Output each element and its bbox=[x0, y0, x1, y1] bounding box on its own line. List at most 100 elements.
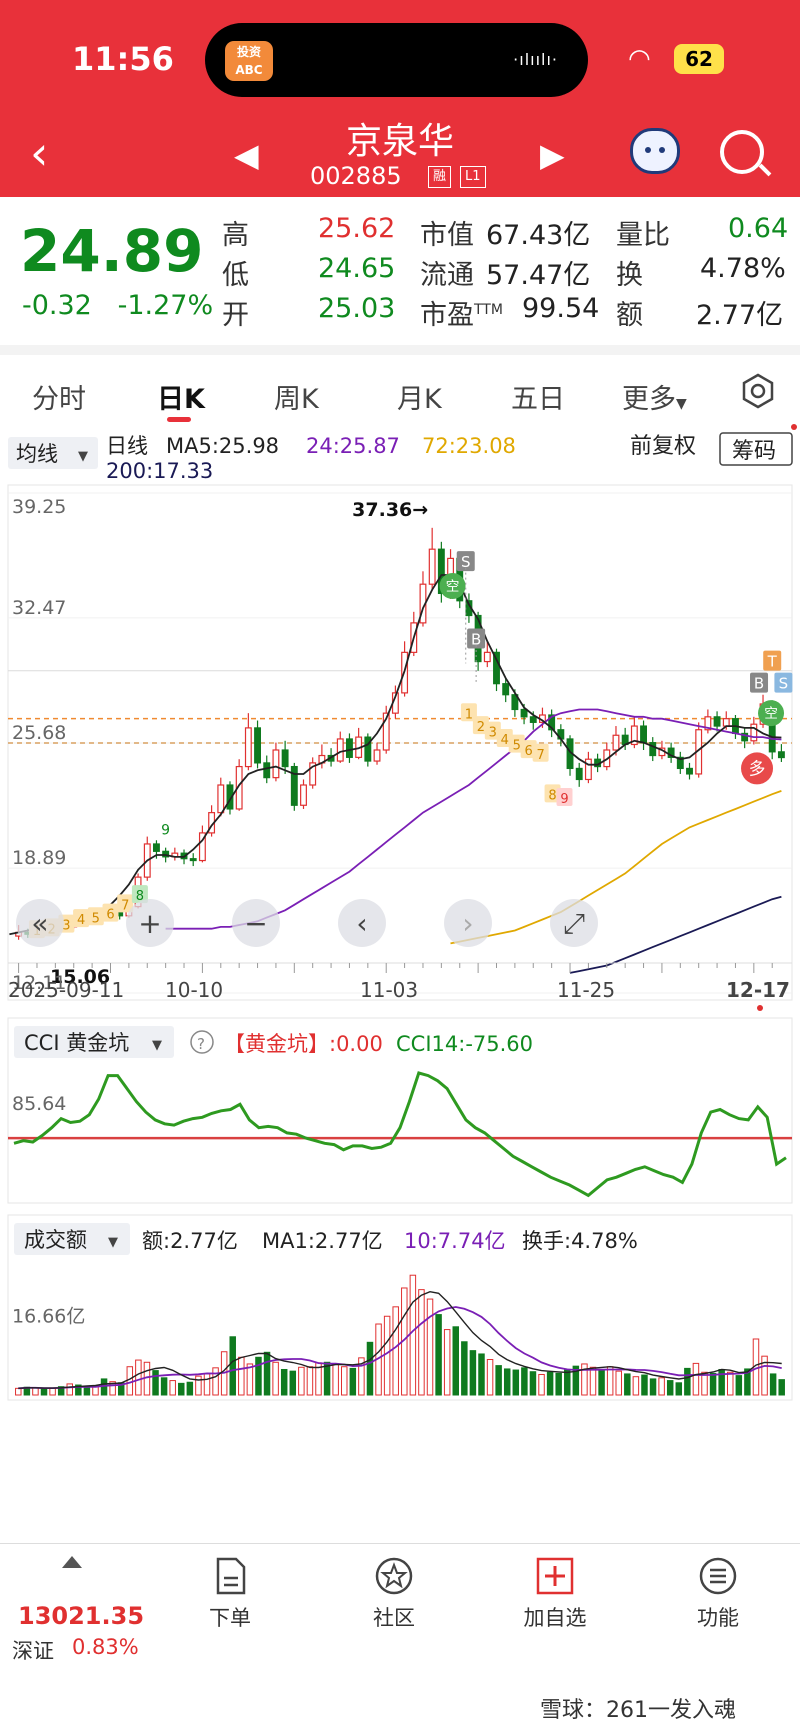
amount-bar bbox=[169, 1380, 176, 1396]
candle-body bbox=[584, 758, 592, 781]
amount-bar bbox=[461, 1341, 468, 1396]
battery-indicator: 62 bbox=[674, 44, 724, 74]
t-marker bbox=[763, 650, 782, 671]
prev-stock-icon[interactable]: ◀ bbox=[234, 136, 259, 174]
candle-body bbox=[704, 716, 712, 731]
island-app-icon[interactable]: 投资ABC bbox=[225, 41, 273, 81]
fullscreen-button[interactable] bbox=[550, 899, 598, 947]
nav-functions[interactable]: 功能 bbox=[668, 1556, 768, 1632]
wifi-icon: ◠ bbox=[628, 44, 651, 74]
amount-bar bbox=[40, 1388, 48, 1396]
low-price-label: 15.06 bbox=[50, 966, 110, 988]
zoom-out-button[interactable] bbox=[232, 899, 280, 947]
candle-body bbox=[713, 716, 721, 727]
tab-weekly-k[interactable]: 周K bbox=[274, 384, 319, 415]
tab-monthly-k[interactable]: 月K bbox=[397, 384, 442, 415]
pe-label: 市盈TTM bbox=[420, 300, 503, 331]
collapse-control-glyph: « bbox=[31, 907, 48, 940]
amount-bar bbox=[778, 1379, 785, 1396]
scroll-left-button[interactable] bbox=[338, 899, 386, 947]
nav-order[interactable]: 下单 bbox=[180, 1556, 280, 1632]
amount-bar bbox=[529, 1371, 537, 1396]
adjust-selector[interactable]: 前复权 bbox=[630, 434, 696, 459]
price-change: -0.32 -1.27% bbox=[22, 290, 214, 321]
ma200-label: 200:17.33 bbox=[106, 459, 213, 483]
chips-button[interactable] bbox=[719, 432, 793, 466]
search-icon[interactable] bbox=[720, 130, 764, 174]
amount-bar bbox=[212, 1367, 219, 1396]
nav-add-watchlist[interactable]: 加自选 bbox=[505, 1556, 605, 1632]
kline-candles[interactable] bbox=[15, 527, 785, 940]
candle-body bbox=[750, 723, 758, 742]
tab-intraday[interactable]: 分时 bbox=[32, 384, 86, 415]
sequence-count-text: 8 bbox=[136, 889, 144, 904]
zoom-in-button-glyph: + bbox=[138, 907, 161, 940]
amount-bar bbox=[340, 1366, 348, 1396]
candle-body bbox=[198, 832, 206, 862]
chips-button-label: 筹码 bbox=[732, 439, 776, 464]
help-icon[interactable] bbox=[190, 1030, 214, 1054]
ma-selector[interactable] bbox=[8, 437, 98, 469]
tab-daily-k[interactable]: 日K bbox=[157, 384, 205, 415]
robot-assistant-icon[interactable] bbox=[630, 128, 680, 174]
amount-bar bbox=[135, 1359, 142, 1396]
amount-bar bbox=[701, 1371, 708, 1396]
tab-five-day[interactable]: 五日 bbox=[511, 384, 565, 415]
candle-body bbox=[777, 751, 785, 759]
buy-signal bbox=[741, 752, 774, 785]
candle-body bbox=[428, 548, 436, 585]
sequence-count-badge bbox=[556, 788, 573, 807]
sell-signal-text: 空 bbox=[446, 579, 460, 595]
candle-body bbox=[281, 749, 289, 768]
b-marker bbox=[467, 628, 486, 649]
candle-body bbox=[483, 651, 491, 663]
sequence-count-badge bbox=[532, 743, 549, 762]
settings-icon[interactable] bbox=[740, 373, 776, 409]
amount-selector[interactable] bbox=[14, 1223, 130, 1255]
amount-bar bbox=[503, 1368, 511, 1396]
amount-bar bbox=[744, 1368, 751, 1396]
amount-ma5-line bbox=[18, 1290, 782, 1389]
x-axis: 2025-09-11 10-10 11-03 11-25 12-17 bbox=[8, 962, 792, 1011]
kline-annotations[interactable]: 37.36→15.06空SB空多SBT123456781234567899 bbox=[28, 499, 793, 988]
scroll-left-button-glyph: ‹ bbox=[356, 907, 367, 940]
amount-bar bbox=[392, 1306, 399, 1396]
amount-bar bbox=[332, 1363, 339, 1396]
nav-community[interactable]: 社区 bbox=[344, 1556, 444, 1632]
amount-bar bbox=[109, 1381, 116, 1396]
index-value[interactable]: 13021.35 bbox=[18, 1602, 145, 1630]
volume-ratio-label: 量比 bbox=[616, 220, 670, 251]
ma24-label: 24:25.87 bbox=[306, 434, 400, 458]
community-star-icon bbox=[375, 1557, 413, 1595]
float-label: 流通 bbox=[420, 260, 474, 291]
candle-body bbox=[686, 767, 693, 775]
chart-controls[interactable]: « + − ‹ › ⤢ bbox=[16, 899, 598, 947]
tab-more[interactable]: 更多▼ bbox=[622, 384, 687, 415]
candle-body bbox=[502, 683, 510, 696]
candle-body bbox=[529, 716, 537, 723]
candle-body bbox=[676, 756, 684, 770]
chart-svg[interactable]: 均线 ▼ 日线 MA5:25.98 24:25.87 72:23.08 200:… bbox=[0, 423, 800, 1403]
collapse-control[interactable] bbox=[16, 899, 64, 947]
status-time: 11:56 bbox=[72, 40, 174, 78]
amount-bar bbox=[641, 1374, 648, 1396]
cci-selector[interactable] bbox=[14, 1026, 174, 1058]
amount-bar bbox=[32, 1387, 39, 1396]
current-date-dot bbox=[757, 1005, 763, 1011]
candle-body bbox=[373, 749, 381, 762]
zoom-in-button[interactable] bbox=[126, 899, 174, 947]
ma72-label: 72:23.08 bbox=[422, 434, 516, 458]
back-icon[interactable]: ‹ bbox=[30, 126, 49, 180]
sequence-count-text: 3 bbox=[62, 919, 70, 934]
candle-body bbox=[382, 712, 390, 751]
amount-bar bbox=[160, 1377, 168, 1396]
low-label: 低 bbox=[222, 260, 249, 291]
candle-body bbox=[235, 765, 243, 810]
add-watchlist-icon bbox=[536, 1557, 574, 1595]
scroll-right-button[interactable] bbox=[444, 899, 492, 947]
next-stock-icon[interactable]: ▶ bbox=[540, 136, 565, 174]
amount-bar bbox=[289, 1370, 297, 1396]
chart-area[interactable]: 均线 ▼ 日线 MA5:25.98 24:25.87 72:23.08 200:… bbox=[0, 423, 800, 1403]
amount-ma1-label: MA1:2.77亿 bbox=[262, 1229, 383, 1253]
amount-bar bbox=[692, 1362, 700, 1396]
